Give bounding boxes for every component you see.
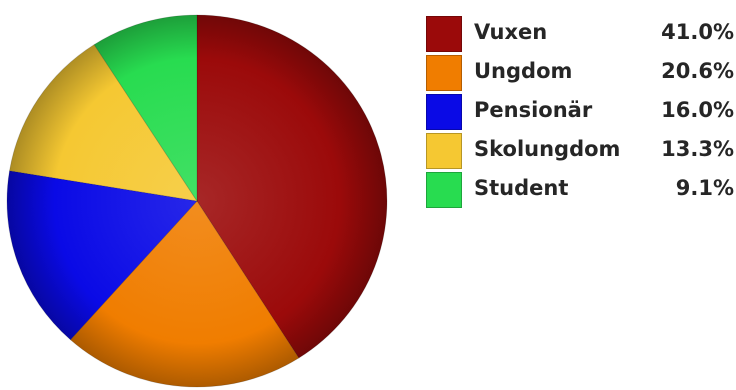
pie-slice-ungdom: [69, 200, 300, 388]
legend-swatch-ungdom: [426, 55, 462, 91]
pie-slice-student: [93, 14, 198, 203]
legend-item-skolungdom: Skolungdom 13.3%: [426, 132, 736, 171]
legend-value-vuxen: 41.0%: [661, 20, 734, 44]
legend-item-student: Student 9.1%: [426, 171, 736, 210]
legend-item-vuxen: Vuxen 41.0%: [426, 15, 736, 54]
legend-swatch-skolungdom: [426, 133, 462, 169]
legend-label-vuxen: Vuxen: [474, 20, 548, 44]
legend-label-ungdom: Ungdom: [474, 59, 573, 83]
legend-value-ungdom: 20.6%: [661, 59, 734, 83]
legend-value-skolungdom: 13.3%: [661, 137, 734, 161]
legend-item-pensionar: Pensionär 16.0%: [426, 93, 736, 132]
legend-label-skolungdom: Skolungdom: [474, 137, 621, 161]
pie-slice-skolungdom: [9, 44, 198, 202]
legend-swatch-vuxen: [426, 16, 462, 52]
pie-slice-pensionr: [6, 170, 198, 341]
legend-item-ungdom: Ungdom 20.6%: [426, 54, 736, 93]
legend-label-pensionar: Pensionär: [474, 98, 593, 122]
pie-slice-vuxen: [196, 14, 388, 359]
legend-swatch-student: [426, 172, 462, 208]
legend-value-student: 9.1%: [675, 176, 734, 200]
legend-swatch-pensionar: [426, 94, 462, 130]
legend-label-student: Student: [474, 176, 569, 200]
legend: Vuxen 41.0% Ungdom 20.6% Pensionär 16.0%…: [426, 15, 736, 210]
legend-value-pensionar: 16.0%: [661, 98, 734, 122]
pie-slices: [6, 14, 388, 388]
pie-chart: [6, 14, 388, 388]
